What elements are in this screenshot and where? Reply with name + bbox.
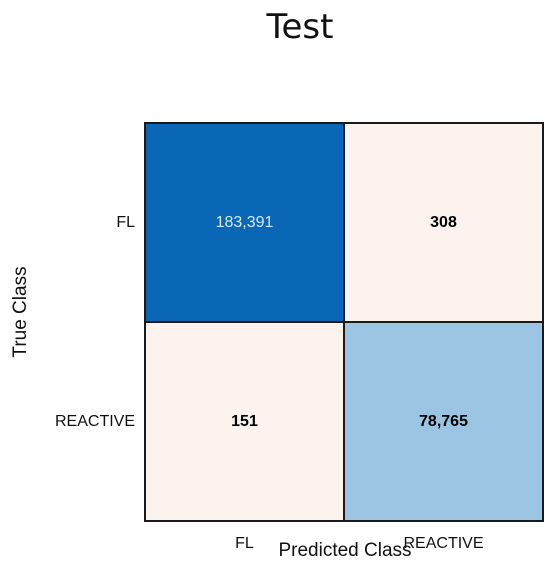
x-tick-labels: FL REACTIVE bbox=[235, 535, 483, 552]
x-tick-label: FL bbox=[235, 535, 254, 552]
cell-value-label: 308 bbox=[430, 214, 457, 231]
matrix-cell bbox=[144, 321, 345, 522]
cell-value-label: 183,391 bbox=[216, 214, 274, 231]
y-tick-label: FL bbox=[116, 214, 135, 231]
matrix-cell bbox=[343, 321, 544, 522]
matrix-cell bbox=[144, 122, 345, 323]
cell-value-label: 78,765 bbox=[419, 413, 468, 430]
matrix-cell bbox=[343, 122, 544, 323]
cell-value-label: 151 bbox=[231, 413, 258, 430]
y-tick-labels: FL REACTIVE bbox=[55, 214, 135, 430]
x-tick-label: REACTIVE bbox=[403, 535, 483, 552]
y-tick-label: REACTIVE bbox=[55, 413, 135, 430]
y-axis-label: True Class bbox=[10, 266, 31, 357]
x-axis-label: Predicted Class bbox=[278, 540, 411, 561]
matrix-cells: 183,391 308 151 78,765 bbox=[144, 122, 544, 522]
chart-title: Test bbox=[266, 7, 334, 47]
